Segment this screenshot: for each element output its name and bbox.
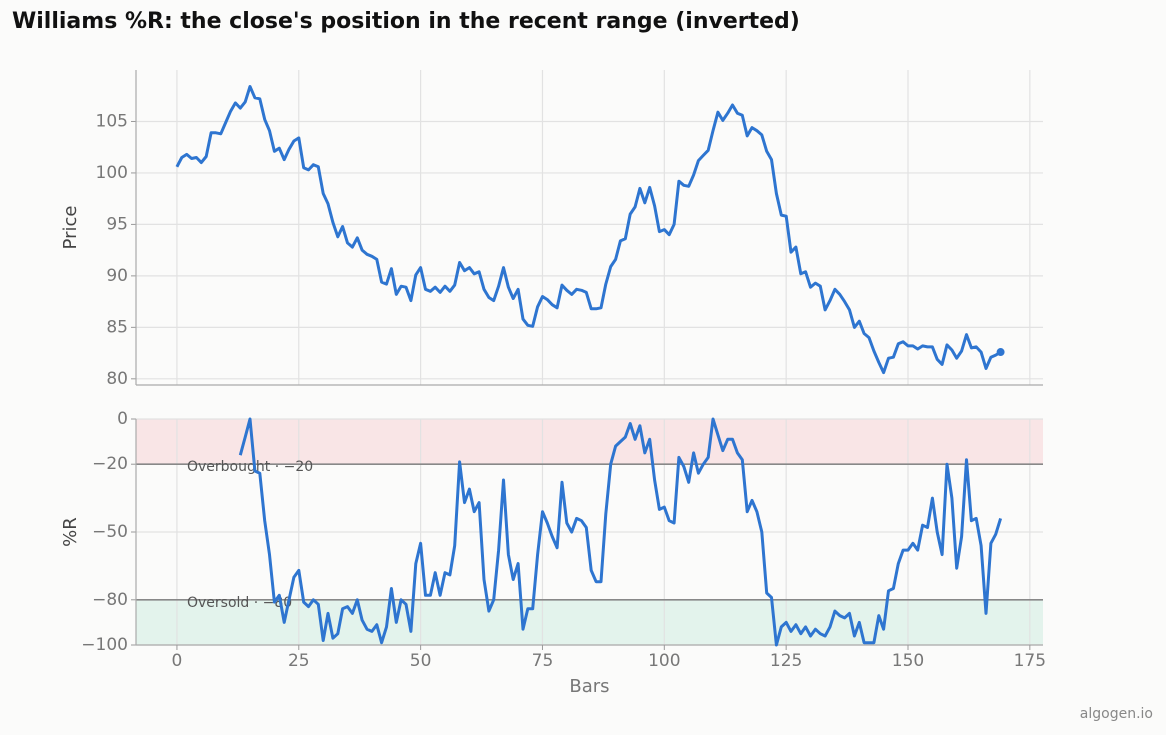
y-tick-label: −50 [92,522,128,542]
y-tick-label: −100 [81,635,128,655]
threshold-label: Overbought · −20 [187,459,313,475]
y-tick-label: −80 [92,590,128,610]
zone-band [136,419,1043,465]
x-tick-label: 75 [532,651,554,671]
threshold-label: Oversold · −80 [187,595,292,611]
x-tick-label: 125 [770,651,802,671]
x-tick-label: 50 [410,651,432,671]
y-axis-label: Price [60,206,81,250]
y-tick-label: 80 [106,369,128,389]
y-axis-label: %R [60,517,81,547]
y-tick-label: 95 [106,214,128,234]
watermark: algogen.io [1080,706,1153,722]
x-tick-label: 150 [892,651,924,671]
last-point [996,348,1005,357]
y-tick-label: 90 [106,266,128,286]
y-tick-label: 100 [96,163,128,183]
x-tick-label: 0 [172,651,183,671]
y-tick-label: 85 [106,317,128,337]
chart-title: Williams %R: the close's position in the… [12,9,800,34]
series-line [238,417,1003,647]
y-tick-label: −20 [92,454,128,474]
x-tick-label: 100 [648,651,680,671]
x-axis-label: Bars [569,676,609,697]
y-tick-label: 0 [117,409,128,429]
x-tick-label: 175 [1014,651,1046,671]
x-tick-label: 25 [288,651,310,671]
series-line [175,85,1002,375]
y-tick-label: 105 [96,111,128,131]
